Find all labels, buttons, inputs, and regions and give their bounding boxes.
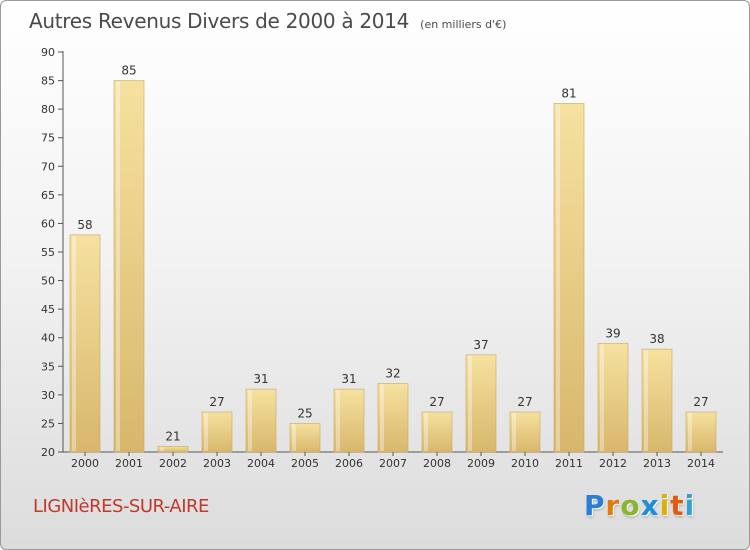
bar-value-label: 58 <box>77 218 92 232</box>
bar-highlight <box>380 384 384 451</box>
proxiti-logo: Proxiti <box>584 489 695 522</box>
bar-highlight <box>644 350 648 451</box>
bar <box>289 423 321 453</box>
bar-highlight <box>688 413 692 451</box>
bar-value-label: 85 <box>121 64 136 78</box>
bar-value-label: 27 <box>517 395 532 409</box>
y-tick-label: 60 <box>41 217 55 230</box>
x-tick-label: 2008 <box>423 457 451 470</box>
bar <box>509 411 541 453</box>
chart-title-line: Autres Revenus Divers de 2000 à 2014 (en… <box>29 9 506 33</box>
bar-highlight <box>292 424 296 451</box>
bar <box>553 103 585 453</box>
bar-highlight <box>160 447 164 451</box>
bar-value-label: 31 <box>253 372 268 386</box>
x-tick-label: 2011 <box>555 457 583 470</box>
logo-letter: x <box>640 489 660 522</box>
bar-value-label: 27 <box>429 395 444 409</box>
bar <box>421 411 453 453</box>
bar-highlight <box>600 344 604 451</box>
y-tick-label: 45 <box>41 303 55 316</box>
y-tick-label: 90 <box>41 46 55 59</box>
bar-value-label: 39 <box>605 326 620 340</box>
y-tick-label: 70 <box>41 160 55 173</box>
y-tick-label: 55 <box>41 246 55 259</box>
city-name: LIGNIèRES-SUR-AIRE <box>33 496 209 517</box>
bar <box>201 411 233 453</box>
bar <box>69 234 101 453</box>
y-tick-label: 75 <box>41 132 55 145</box>
bar <box>685 411 717 453</box>
bar-highlight <box>556 104 560 451</box>
bar <box>333 388 365 453</box>
y-tick-label: 80 <box>41 103 55 116</box>
y-tick-label: 65 <box>41 189 55 202</box>
y-tick-label: 85 <box>41 75 55 88</box>
bar-value-label: 38 <box>649 332 664 346</box>
logo-letter: P <box>584 489 606 522</box>
x-tick-label: 2003 <box>203 457 231 470</box>
x-tick-label: 2014 <box>687 457 715 470</box>
x-tick-label: 2005 <box>291 457 319 470</box>
bar-highlight <box>204 413 208 451</box>
y-tick-label: 50 <box>41 275 55 288</box>
x-tick-label: 2004 <box>247 457 275 470</box>
bar-highlight <box>248 390 252 451</box>
y-tick-label: 35 <box>41 360 55 373</box>
bar <box>377 383 409 453</box>
bar-highlight <box>72 235 76 451</box>
chart-title: Autres Revenus Divers de 2000 à 2014 <box>29 9 410 33</box>
x-tick-label: 2009 <box>467 457 495 470</box>
x-tick-label: 2000 <box>71 457 99 470</box>
bar-value-label: 37 <box>473 338 488 352</box>
x-tick-label: 2002 <box>159 457 187 470</box>
bar-highlight <box>512 413 516 451</box>
y-tick-label: 20 <box>41 446 55 459</box>
y-tick-label: 40 <box>41 332 55 345</box>
bar-highlight <box>336 390 340 451</box>
bar-value-label: 27 <box>693 395 708 409</box>
x-tick-label: 2010 <box>511 457 539 470</box>
y-tick-label: 25 <box>41 417 55 430</box>
x-tick-label: 2013 <box>643 457 671 470</box>
y-tick-label: 30 <box>41 389 55 402</box>
bar-value-label: 81 <box>561 86 576 100</box>
bar-value-label: 25 <box>297 406 312 420</box>
bar-highlight <box>116 81 120 452</box>
logo-letter: r <box>605 489 621 522</box>
bar-highlight <box>424 413 428 451</box>
x-tick-label: 2006 <box>335 457 363 470</box>
logo-letter: i <box>659 489 671 522</box>
bar <box>641 348 673 453</box>
bar-highlight <box>468 355 472 451</box>
chart-subtitle: (en milliers d'€) <box>420 18 507 31</box>
bar <box>597 343 629 453</box>
bar-value-label: 21 <box>165 429 180 443</box>
logo-letter: o <box>620 489 641 522</box>
logo-letter: t <box>670 489 685 522</box>
bar-value-label: 31 <box>341 372 356 386</box>
bar-value-label: 32 <box>385 366 400 380</box>
bar-value-label: 27 <box>209 395 224 409</box>
x-tick-label: 2007 <box>379 457 407 470</box>
bar <box>245 388 277 453</box>
bar <box>465 354 497 453</box>
x-tick-label: 2001 <box>115 457 143 470</box>
bar <box>113 80 145 453</box>
x-tick-label: 2012 <box>599 457 627 470</box>
logo-letter: i <box>684 489 696 522</box>
